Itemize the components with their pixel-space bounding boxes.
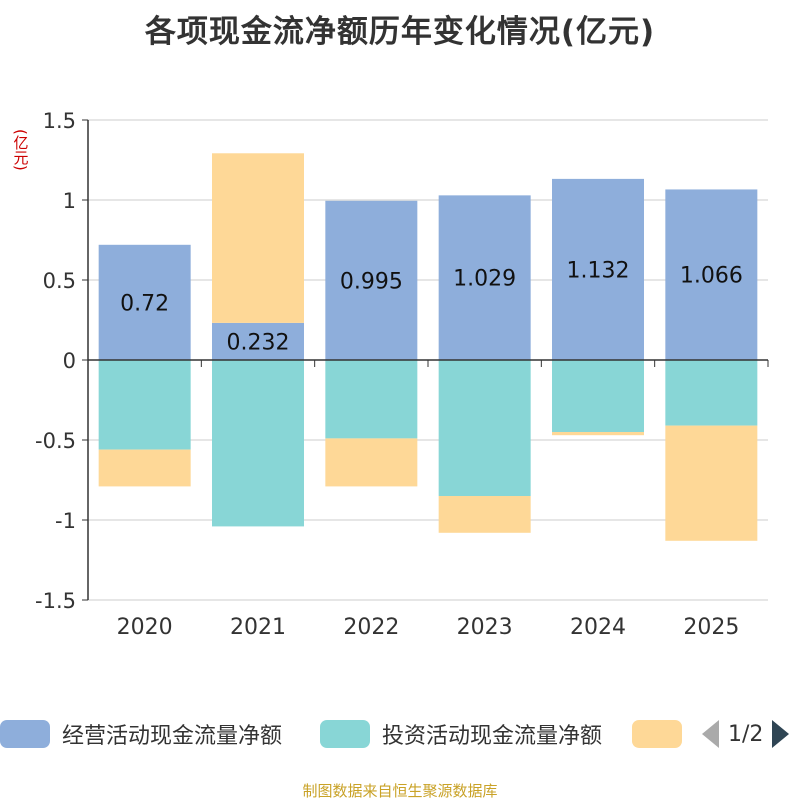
legend-label-investing: 投资活动现金流量净额 [382,724,603,749]
y-tick-label: 1.5 [43,109,76,133]
data-label: 0.232 [227,330,290,355]
y-tick-label: -1.5 [35,589,76,613]
x-tick-label: 2022 [343,615,399,640]
bar-series1-2024[interactable] [552,360,644,432]
legend: 经营活动现金流量净额 投资活动现金流量净额 1/2 [0,714,800,754]
bar-series2-2022[interactable] [325,438,418,487]
bar-series1-2022[interactable] [325,360,418,439]
data-source-note: 制图数据来自恒生聚源数据库 [302,782,498,800]
bar-series0-2021[interactable] [212,322,304,360]
data-label: 1.066 [680,264,743,289]
x-tick-label: 2023 [457,615,513,640]
legend-swatch-operating [0,720,50,748]
y-axis-unit-label: (亿元) [11,129,30,171]
bar-series2-2020[interactable] [98,449,191,487]
legend-pager: 1/2 [702,714,790,754]
data-label: 1.132 [567,258,630,283]
legend-item-operating[interactable]: 经营活动现金流量净额 [0,714,282,754]
y-tick-label: 0.5 [43,269,76,293]
bar-series2-2023[interactable] [438,496,531,533]
bar-series1-2021[interactable] [212,360,304,527]
bar-series2-2025[interactable] [665,425,758,541]
legend-next-page-icon[interactable] [772,720,790,748]
bar-series0-2020[interactable] [98,244,191,360]
legend-item-investing[interactable]: 投资活动现金流量净额 [320,714,602,754]
legend-prev-page-icon[interactable] [702,720,719,748]
y-tick-label: -0.5 [35,429,76,453]
x-tick-label: 2024 [570,615,626,640]
bar-series0-2023[interactable] [438,195,531,360]
bar-series1-2025[interactable] [665,360,758,426]
bar-series0-2025[interactable] [665,189,758,360]
bar-series0-2022[interactable] [325,200,418,360]
legend-item-financing[interactable] [632,714,694,754]
data-label: 0.995 [340,269,403,294]
chart-title: 各项现金流净额历年变化情况(亿元) [144,14,656,50]
legend-swatch-investing [320,720,370,748]
legend-page-indicator: 1/2 [728,721,764,747]
legend-swatch-financing [632,720,682,748]
data-label: 1.029 [453,267,516,292]
bar-series1-2020[interactable] [98,360,191,450]
x-tick-label: 2021 [230,615,286,640]
data-label: 0.72 [120,291,169,316]
bar-series2-2024[interactable] [552,432,644,436]
y-tick-label: -1 [55,509,76,533]
bar-series2-2021[interactable] [212,153,304,323]
legend-label-operating: 经营活动现金流量净额 [62,724,283,749]
chart-canvas: 1.5 1 0.5 0 -0.5 -1 -1.5 0.72 0.232 0.995 1.029 1.1… [35,109,769,640]
x-tick-label: 2020 [117,615,173,640]
bar-series1-2023[interactable] [438,360,531,496]
bar-series0-2024[interactable] [552,178,644,360]
y-tick-label: 0 [63,349,76,373]
y-tick-label: 1 [63,189,76,213]
x-tick-label: 2025 [683,615,739,640]
